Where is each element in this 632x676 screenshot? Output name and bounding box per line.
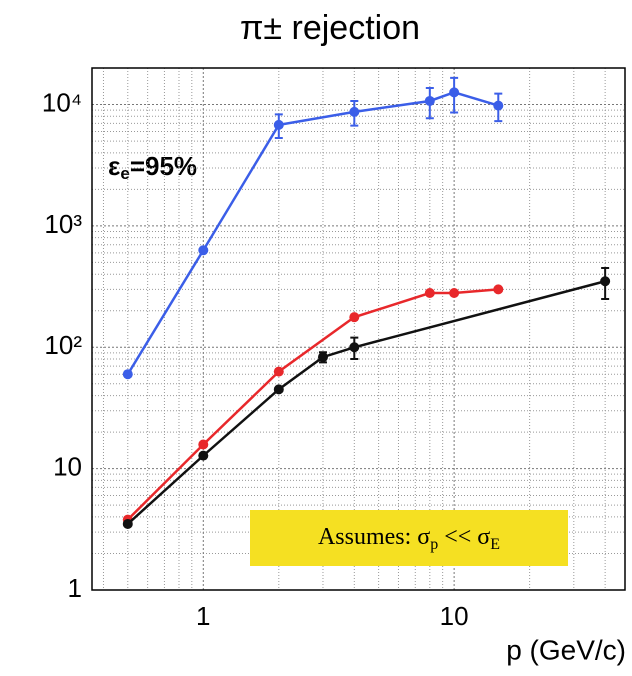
- x-tick-label: 10: [440, 601, 469, 631]
- x-axis-label: p (GeV/c): [506, 634, 626, 665]
- data-point: [493, 100, 504, 111]
- note-part: E: [490, 536, 500, 553]
- note-part: Assumes: σ: [318, 524, 430, 550]
- data-point: [349, 106, 360, 117]
- y-tick-label: 10³: [44, 209, 82, 239]
- data-point: [600, 276, 611, 287]
- data-point: [273, 366, 284, 377]
- data-point: [198, 439, 209, 450]
- data-point: [122, 369, 133, 380]
- chart-title: π± rejection: [240, 9, 420, 47]
- data-point: [122, 518, 133, 529]
- data-point: [349, 312, 360, 323]
- y-tick-label: 1: [68, 573, 82, 603]
- note: Assumes: σp << σE: [318, 524, 500, 553]
- plot-frame: [91, 67, 626, 591]
- data-point: [273, 384, 284, 395]
- data-point: [349, 342, 360, 353]
- data-point: [449, 87, 460, 98]
- data-point: [198, 450, 209, 461]
- series-line: [126, 280, 606, 525]
- annotation: εe=95%: [108, 151, 197, 184]
- data-point: [424, 287, 435, 298]
- y-tick-label: 10⁴: [42, 87, 82, 117]
- data-point: [424, 95, 435, 106]
- data-point: [273, 119, 284, 130]
- x-tick-label: 1: [196, 601, 210, 631]
- note-part: << σ: [438, 524, 490, 550]
- annotation-part: e: [120, 164, 129, 183]
- annotation-part: ε: [108, 151, 120, 181]
- y-tick-label: 10²: [44, 330, 82, 360]
- data-point: [317, 352, 328, 363]
- note-box: [250, 510, 568, 566]
- data-point: [449, 287, 460, 298]
- data-point: [198, 245, 209, 256]
- y-tick-label: 10: [53, 452, 82, 482]
- data-point: [493, 284, 504, 295]
- annotation-part: =95%: [130, 151, 197, 181]
- note-part: p: [430, 536, 438, 553]
